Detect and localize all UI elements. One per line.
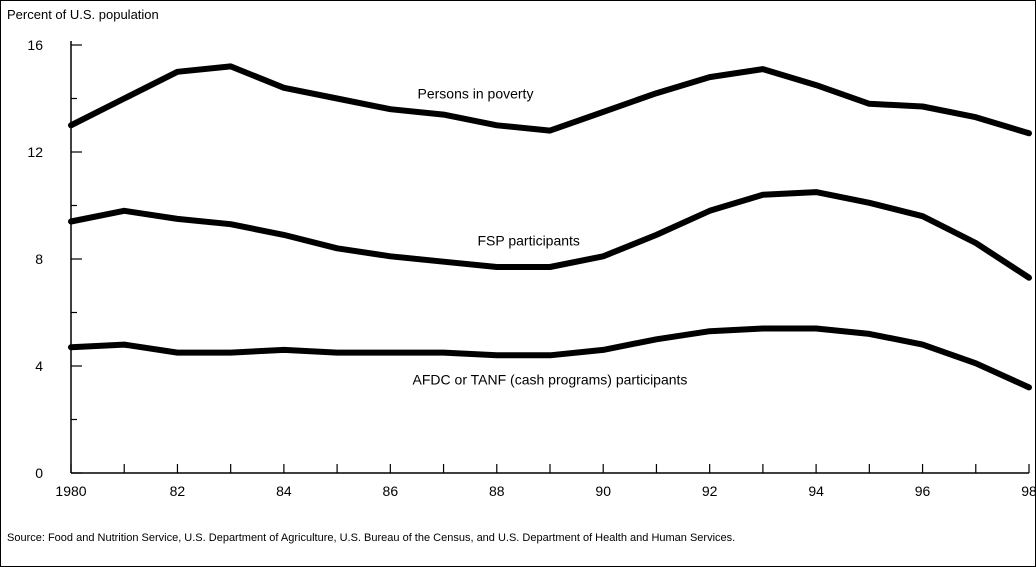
- series-label: FSP participants: [477, 233, 579, 249]
- x-tick-label: 96: [915, 483, 931, 499]
- x-tick-label: 84: [276, 483, 292, 499]
- y-tick-label: 4: [35, 358, 43, 374]
- y-tick-label: 0: [35, 465, 43, 481]
- x-tick-label: 86: [383, 483, 399, 499]
- series-label: Persons in poverty: [418, 86, 534, 102]
- x-tick-label: 82: [170, 483, 186, 499]
- x-tick-label: 94: [808, 483, 824, 499]
- x-tick-label: 98: [1021, 483, 1035, 499]
- y-tick-label: 16: [27, 37, 43, 53]
- source-note: Source: Food and Nutrition Service, U.S.…: [7, 532, 736, 544]
- x-tick-label: 88: [489, 483, 505, 499]
- series-label: AFDC or TANF (cash programs) participant…: [413, 372, 688, 388]
- y-axis-label: Percent of U.S. population: [7, 7, 159, 22]
- x-tick-label: 1980: [55, 483, 86, 499]
- x-tick-label: 90: [595, 483, 611, 499]
- series-line-1: [68, 63, 1032, 137]
- y-tick-label: 12: [27, 144, 43, 160]
- x-tick-label: 92: [702, 483, 718, 499]
- y-tick-label: 8: [35, 251, 43, 267]
